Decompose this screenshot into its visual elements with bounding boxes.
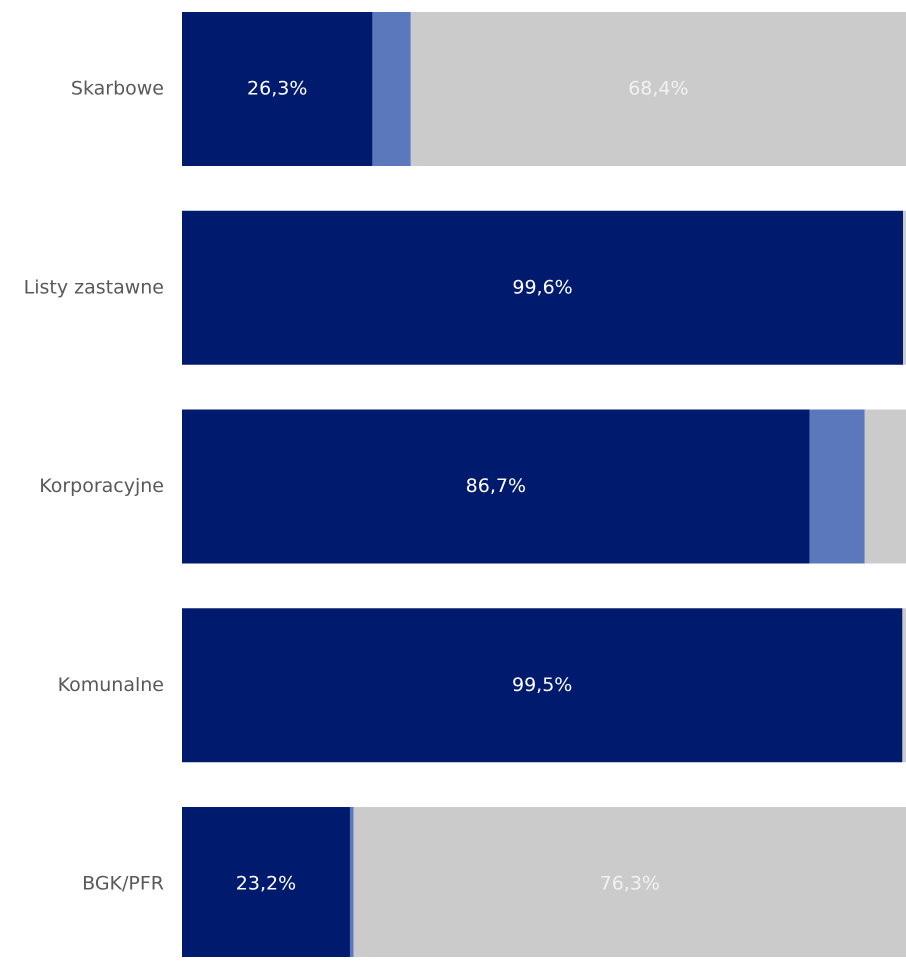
- data-label: 86,7%: [466, 475, 526, 497]
- bar-segment: [902, 608, 906, 763]
- bar-segment: [182, 210, 904, 365]
- bar-segment: [410, 12, 906, 166]
- data-label: 99,5%: [512, 674, 572, 696]
- bar-segment: [353, 807, 906, 961]
- bar-segment: [182, 409, 810, 564]
- data-label: 68,4%: [628, 78, 688, 100]
- bar-segment: [182, 608, 903, 763]
- category-label: Komunalne: [58, 674, 164, 696]
- bar-segment: [349, 807, 354, 961]
- category-label: Korporacyjne: [39, 475, 164, 497]
- category-label: Skarbowe: [71, 78, 164, 100]
- bar-segment: [372, 12, 411, 166]
- bar-segment: [864, 409, 906, 564]
- data-label: 23,2%: [236, 873, 296, 895]
- bar-segment: [182, 807, 350, 961]
- data-label: 76,3%: [600, 873, 660, 895]
- bar-segment: [809, 409, 865, 564]
- bar-segment: [182, 12, 373, 166]
- data-label: 26,3%: [247, 78, 307, 100]
- category-label: BGK/PFR: [82, 873, 164, 895]
- bar-segment: [903, 210, 906, 365]
- category-label: Listy zastawne: [24, 276, 164, 298]
- data-label: 99,6%: [512, 276, 572, 298]
